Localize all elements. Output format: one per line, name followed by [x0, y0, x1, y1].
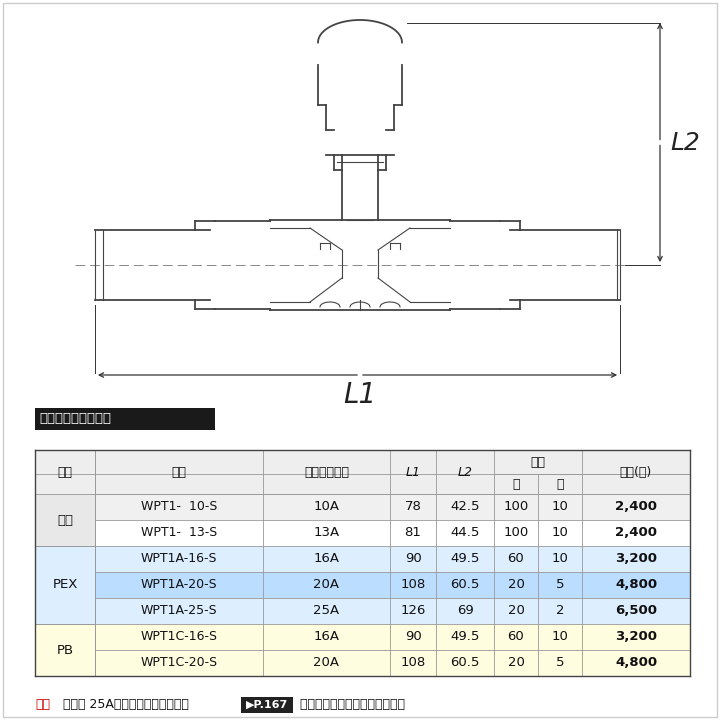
Text: 10: 10 — [552, 500, 568, 513]
Text: 20: 20 — [508, 578, 524, 592]
Text: 樹脂管呼び径: 樹脂管呼び径 — [304, 466, 349, 479]
Text: 10: 10 — [552, 526, 568, 539]
Text: 100: 100 — [503, 500, 528, 513]
Text: 呼び径 25A使用時は、面取り工具: 呼び径 25A使用時は、面取り工具 — [63, 698, 189, 711]
Text: 49.5: 49.5 — [450, 631, 480, 644]
Text: 42.5: 42.5 — [450, 500, 480, 513]
Text: 20: 20 — [508, 657, 524, 670]
Text: WPT1A-20-S: WPT1A-20-S — [140, 578, 217, 592]
Text: WPT1A-16-S: WPT1A-16-S — [140, 552, 217, 565]
Bar — [537, 450, 539, 474]
Text: 13A: 13A — [313, 526, 340, 539]
Text: 入数: 入数 — [531, 456, 546, 469]
Text: 126: 126 — [400, 605, 426, 618]
Text: 6,500: 6,500 — [615, 605, 657, 618]
Bar — [35, 650, 690, 676]
Text: 90: 90 — [405, 552, 421, 565]
Text: 2,400: 2,400 — [615, 500, 657, 513]
Text: 注：: 注： — [35, 698, 50, 711]
Text: 4,800: 4,800 — [615, 657, 657, 670]
Text: L1: L1 — [343, 381, 377, 409]
Text: PB: PB — [56, 644, 73, 657]
Text: 20: 20 — [508, 605, 524, 618]
Text: 価格(円): 価格(円) — [620, 466, 652, 479]
Bar — [35, 494, 95, 546]
Text: 78: 78 — [405, 500, 421, 513]
Text: 10A: 10A — [313, 500, 340, 513]
Text: 10: 10 — [552, 552, 568, 565]
Text: 3,200: 3,200 — [615, 631, 657, 644]
Text: 品番: 品番 — [171, 466, 186, 479]
Text: で樹脂管を面取りして下さい。: で樹脂管を面取りして下さい。 — [296, 698, 405, 711]
Text: ▶P.167: ▶P.167 — [246, 700, 288, 710]
Text: 3,200: 3,200 — [615, 552, 657, 565]
Text: 2,400: 2,400 — [615, 526, 657, 539]
Text: 100: 100 — [503, 526, 528, 539]
Text: 5: 5 — [556, 578, 564, 592]
Bar — [35, 546, 95, 624]
Text: 25A: 25A — [313, 605, 340, 618]
Text: 69: 69 — [456, 605, 473, 618]
Bar — [35, 624, 690, 650]
Bar — [35, 572, 690, 598]
Text: 適用: 適用 — [58, 466, 73, 479]
Text: 小: 小 — [557, 477, 564, 490]
Text: 16A: 16A — [313, 552, 340, 565]
Text: 同径チーズソケット: 同径チーズソケット — [39, 413, 111, 426]
Text: L2: L2 — [670, 130, 700, 155]
Bar — [35, 450, 690, 676]
Bar — [35, 520, 690, 546]
Bar — [35, 598, 690, 624]
Bar — [241, 697, 293, 713]
Text: 4,800: 4,800 — [615, 578, 657, 592]
Text: 44.5: 44.5 — [450, 526, 480, 539]
Text: 60.5: 60.5 — [450, 578, 480, 592]
Text: 60: 60 — [508, 552, 524, 565]
Text: 81: 81 — [405, 526, 421, 539]
Text: 108: 108 — [400, 578, 426, 592]
Text: WPT1-  13-S: WPT1- 13-S — [141, 526, 217, 539]
Text: WPT1A-25-S: WPT1A-25-S — [140, 605, 217, 618]
Text: L1: L1 — [405, 466, 420, 479]
Text: PEX: PEX — [53, 578, 78, 592]
Text: 20A: 20A — [313, 578, 340, 592]
Text: 49.5: 49.5 — [450, 552, 480, 565]
Text: WPT1-  10-S: WPT1- 10-S — [141, 500, 217, 513]
Text: 16A: 16A — [313, 631, 340, 644]
Bar — [35, 546, 690, 572]
Text: 108: 108 — [400, 657, 426, 670]
Text: 共用: 共用 — [57, 513, 73, 526]
Text: 10: 10 — [552, 631, 568, 644]
Bar — [35, 408, 215, 430]
Text: 20A: 20A — [313, 657, 340, 670]
Bar — [35, 624, 95, 676]
Text: 60.5: 60.5 — [450, 657, 480, 670]
Text: 2: 2 — [556, 605, 564, 618]
Text: L2: L2 — [457, 466, 472, 479]
Text: 60: 60 — [508, 631, 524, 644]
Text: 大: 大 — [512, 477, 520, 490]
Text: WPT1C-20-S: WPT1C-20-S — [140, 657, 217, 670]
Text: WPT1C-16-S: WPT1C-16-S — [140, 631, 217, 644]
Text: 90: 90 — [405, 631, 421, 644]
Bar — [35, 494, 690, 520]
Text: 5: 5 — [556, 657, 564, 670]
